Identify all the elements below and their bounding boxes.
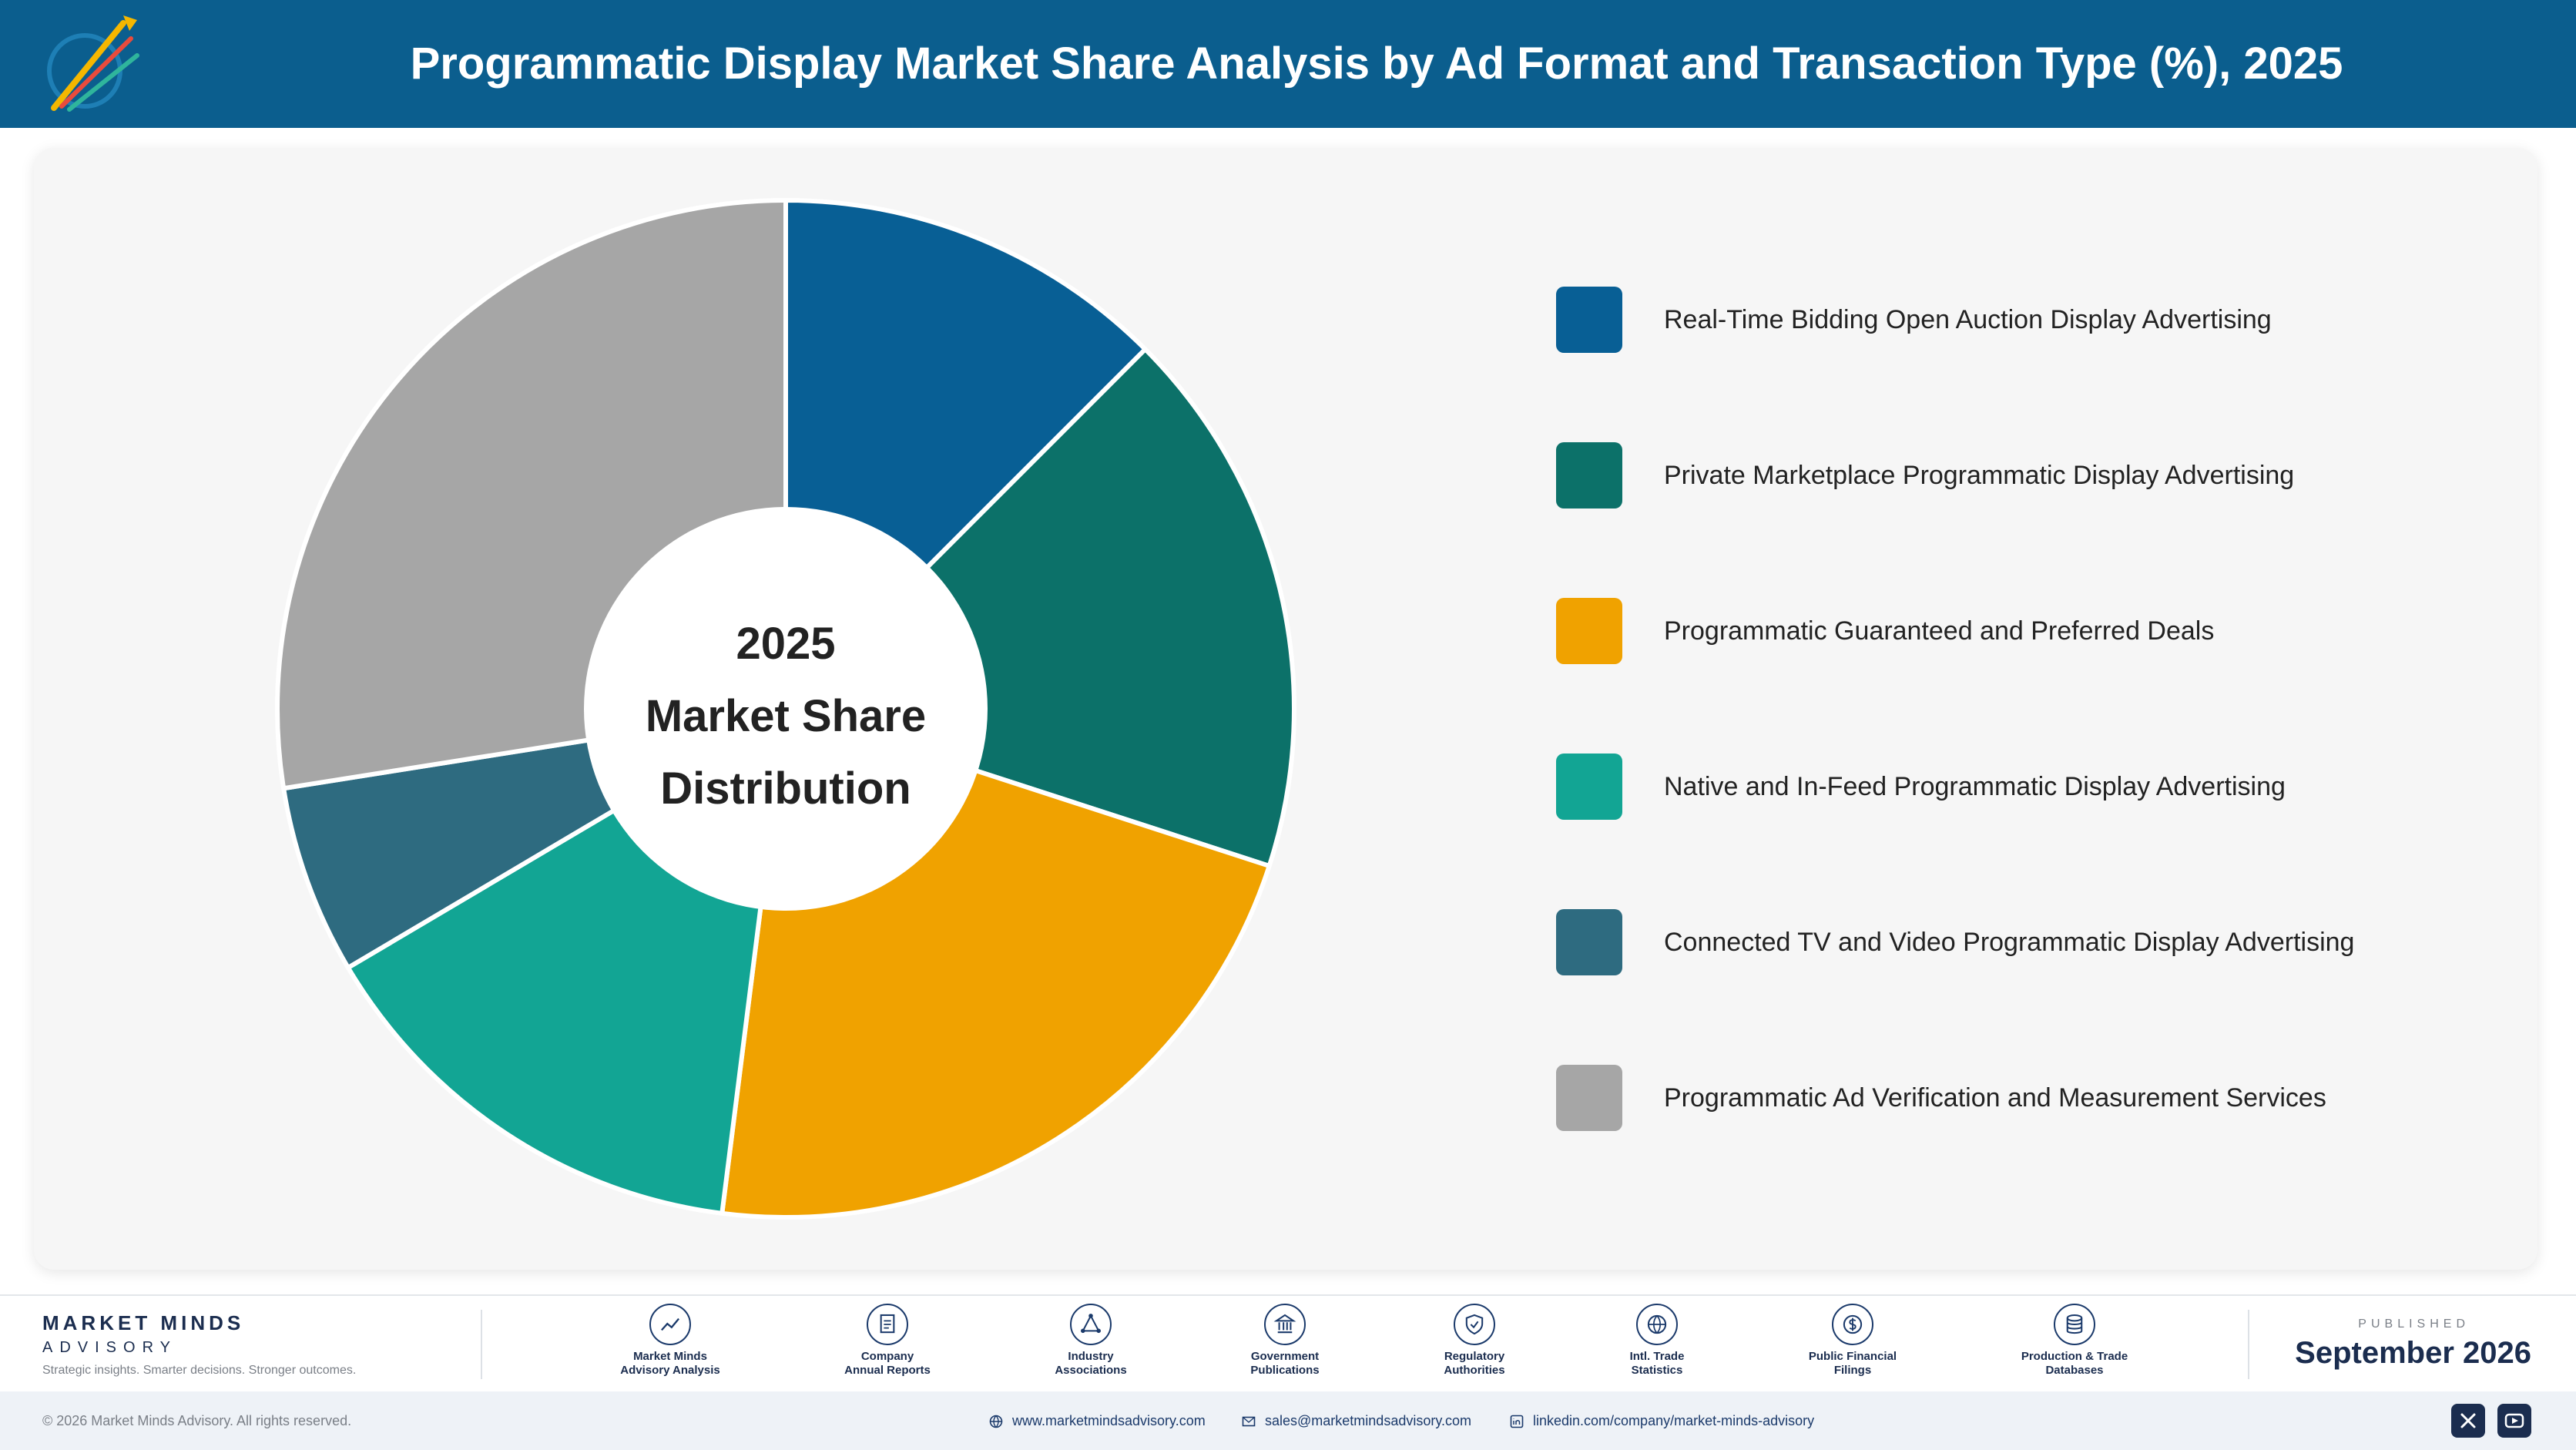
legend-label: Native and In-Feed Programmatic Display … xyxy=(1664,772,2286,801)
data-source-label: Filings xyxy=(1833,1364,1872,1377)
legend-item: Programmatic Ad Verification and Measure… xyxy=(1556,1065,2480,1131)
data-source-item: Intl. Trade Statistics xyxy=(1572,1304,1742,1378)
data-source-label: Statistics xyxy=(1631,1364,1683,1377)
legend-item: Real-Time Bidding Open Auction Display A… xyxy=(1556,287,2480,353)
center-label-line2: Market Share xyxy=(645,691,927,741)
data-source-item: Industry Associations xyxy=(1006,1304,1176,1378)
database-icon xyxy=(2054,1304,2095,1345)
globe-icon xyxy=(989,1415,1003,1428)
data-source-label: Associations xyxy=(1055,1364,1127,1377)
footer-divider xyxy=(481,1310,482,1379)
legend-item: Native and In-Feed Programmatic Display … xyxy=(1556,754,2480,820)
published-date: September 2026 xyxy=(2295,1336,2531,1370)
data-source-item: Regulatory Authorities xyxy=(1390,1304,1559,1378)
data-source-label: Authorities xyxy=(1444,1364,1505,1377)
website-link[interactable]: www.marketmindsadvisory.com xyxy=(989,1391,1206,1450)
data-source-label: Public Financial xyxy=(1808,1350,1897,1363)
legend-label: Connected TV and Video Programmatic Disp… xyxy=(1664,928,2355,957)
data-source-item: Public Financial Filings xyxy=(1768,1304,1937,1378)
footer: MARKET MINDS ADVISORY Strategic insights… xyxy=(0,1294,2576,1391)
data-source-label: Intl. Trade xyxy=(1629,1350,1685,1363)
youtube-icon[interactable] xyxy=(2497,1404,2531,1438)
legend-item: Private Marketplace Programmatic Display… xyxy=(1556,442,2480,509)
legend-swatch xyxy=(1556,754,1622,820)
center-label-line3: Distribution xyxy=(660,764,911,814)
globe-icon xyxy=(1636,1304,1678,1345)
data-source-label: Annual Reports xyxy=(844,1364,931,1377)
legend-swatch xyxy=(1556,598,1622,664)
data-source-label: Production & Trade xyxy=(2021,1350,2128,1363)
dollar-coin-icon xyxy=(1832,1304,1873,1345)
data-source-label: Advisory Analysis xyxy=(620,1364,720,1377)
brand-subtitle: ADVISORY xyxy=(42,1339,177,1356)
email-link[interactable]: sales@marketmindsadvisory.com xyxy=(1242,1391,1471,1450)
legend-label: Programmatic Ad Verification and Measure… xyxy=(1664,1083,2326,1113)
government-building-icon xyxy=(1264,1304,1306,1345)
rocket-logo-icon xyxy=(47,15,139,112)
mail-icon xyxy=(1242,1416,1256,1427)
trend-chart-icon xyxy=(649,1304,691,1345)
copyright: © 2026 Market Minds Advisory. All rights… xyxy=(42,1413,352,1428)
network-icon xyxy=(1070,1304,1112,1345)
legend-item: Connected TV and Video Programmatic Disp… xyxy=(1556,909,2480,975)
page-title: Programmatic Display Market Share Analys… xyxy=(410,39,2343,89)
header-bar: Programmatic Display Market Share Analys… xyxy=(0,0,2576,128)
data-source-label: Regulatory xyxy=(1444,1350,1505,1363)
website-text: www.marketmindsadvisory.com xyxy=(1012,1413,1206,1428)
legend-label: Real-Time Bidding Open Auction Display A… xyxy=(1664,305,2272,334)
shield-check-icon xyxy=(1454,1304,1495,1345)
linkedin-text: linkedin.com/company/market-minds-adviso… xyxy=(1533,1413,1815,1428)
data-source-label: Market Minds xyxy=(633,1350,707,1363)
donut-hole xyxy=(584,507,988,911)
linkedin-icon xyxy=(1510,1415,1524,1428)
x-icon[interactable] xyxy=(2451,1404,2485,1438)
legend-item: Programmatic Guaranteed and Preferred De… xyxy=(1556,598,2480,664)
data-source-item: Government Publications xyxy=(1200,1304,1370,1378)
data-source-item: Market Minds Advisory Analysis xyxy=(585,1304,755,1378)
data-source-label: Databases xyxy=(2045,1364,2104,1377)
brand-name: MARKET MINDS xyxy=(42,1311,245,1334)
data-source-label: Publications xyxy=(1250,1364,1320,1377)
data-source-item: Company Annual Reports xyxy=(803,1304,972,1378)
data-source-label: Government xyxy=(1250,1350,1320,1363)
legend-swatch xyxy=(1556,442,1622,509)
data-source-label: Industry xyxy=(1068,1350,1114,1363)
legend-swatch xyxy=(1556,909,1622,975)
data-source-label: Company xyxy=(860,1350,914,1363)
email-text: sales@marketmindsadvisory.com xyxy=(1265,1413,1472,1428)
footer-divider xyxy=(2248,1310,2249,1379)
linkedin-link[interactable]: linkedin.com/company/market-minds-adviso… xyxy=(1510,1391,1814,1450)
legend-swatch xyxy=(1556,287,1622,353)
data-source-item: Production & Trade Databases xyxy=(1990,1304,2159,1378)
document-icon xyxy=(867,1304,908,1345)
legend-label: Private Marketplace Programmatic Display… xyxy=(1664,461,2295,490)
bottom-bar: © 2026 Market Minds Advisory. All rights… xyxy=(0,1391,2576,1450)
legend-label: Programmatic Guaranteed and Preferred De… xyxy=(1664,616,2215,646)
legend-swatch xyxy=(1556,1065,1622,1131)
published-label: PUBLISHED xyxy=(2358,1317,2470,1331)
center-label-year: 2025 xyxy=(736,619,836,669)
brand-tagline: Strategic insights. Smarter decisions. S… xyxy=(42,1364,357,1377)
